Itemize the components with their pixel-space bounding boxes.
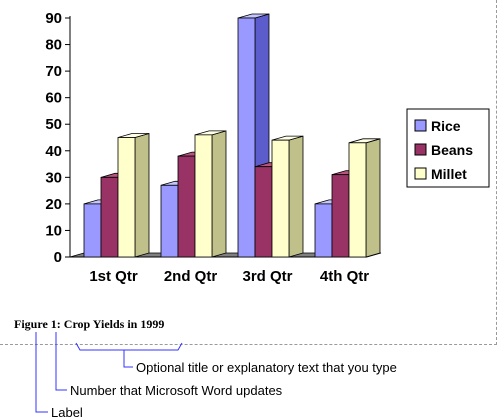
legend-label-millet: Millet <box>431 166 467 182</box>
caption-number: 1 <box>50 317 57 331</box>
bar-front <box>194 134 213 258</box>
bar-front <box>314 203 333 258</box>
bar-front <box>177 155 196 258</box>
y-tick-label-80: 80 <box>45 37 62 54</box>
y-tick-label-0: 0 <box>54 249 62 266</box>
legend-swatch-beans <box>414 143 427 156</box>
legend: Rice Beans Millet <box>406 108 490 188</box>
y-tick-label-60: 60 <box>45 90 62 107</box>
bar-2nd-qtr-millet <box>194 130 227 258</box>
x-tick-label-3rd-qtr: 3rd Qtr <box>242 268 292 285</box>
bar-front <box>160 184 179 258</box>
legend-label-beans: Beans <box>431 142 473 158</box>
bar-front <box>117 137 136 258</box>
legend-swatch-rice <box>414 119 427 132</box>
caption-label: Figure <box>14 317 48 331</box>
figure-caption: Figure 1: Crop Yields in 1999 <box>14 317 164 332</box>
legend-label-rice: Rice <box>431 118 461 134</box>
legend-swatch-millet <box>414 167 427 180</box>
callout-label-note: Label <box>51 405 83 420</box>
y-tick-label-40: 40 <box>45 143 62 160</box>
label-leader <box>35 332 48 413</box>
bar-front <box>83 203 102 258</box>
bar-front <box>254 166 273 258</box>
y-tick-label-20: 20 <box>45 196 62 213</box>
bar-1st-qtr-millet <box>117 132 150 258</box>
title-leader <box>123 350 133 368</box>
bar-front <box>100 176 119 258</box>
x-tick-label-2nd-qtr: 2nd Qtr <box>164 268 217 285</box>
bar-side <box>288 135 304 258</box>
bar-4th-qtr-millet <box>348 138 381 258</box>
callout-title-note: Optional title or explanatory text that … <box>136 360 397 375</box>
bar-side <box>211 130 227 258</box>
bar-side <box>365 138 381 258</box>
callout-lines <box>35 332 183 413</box>
bar-front <box>331 174 350 258</box>
y-tick-label-90: 90 <box>45 10 62 27</box>
caption-separator: : <box>56 317 61 331</box>
figure-frame <box>0 0 497 345</box>
x-tick-label-4th-qtr: 4th Qtr <box>320 268 369 285</box>
x-tick-label-1st-qtr: 1st Qtr <box>89 268 138 285</box>
y-tick-label-10: 10 <box>45 222 62 239</box>
callout-number-note: Number that Microsoft Word updates <box>70 383 283 398</box>
bar-front <box>271 139 290 258</box>
title-bracket <box>75 342 183 351</box>
number-leader <box>55 332 67 391</box>
y-tick-label-70: 70 <box>45 63 62 80</box>
y-tick-label-30: 30 <box>45 169 62 186</box>
bars <box>83 13 381 258</box>
bar-front <box>348 142 367 258</box>
axis-labels: 1st Qtr 2nd Qtr 3rd Qtr 4th Qtr <box>89 268 369 285</box>
bar-front <box>237 17 256 258</box>
y-tick-label-50: 50 <box>45 116 62 133</box>
bar-side <box>134 132 150 258</box>
caption-title: Crop Yields in 1999 <box>63 317 165 331</box>
bar-3rd-qtr-millet <box>271 135 304 258</box>
